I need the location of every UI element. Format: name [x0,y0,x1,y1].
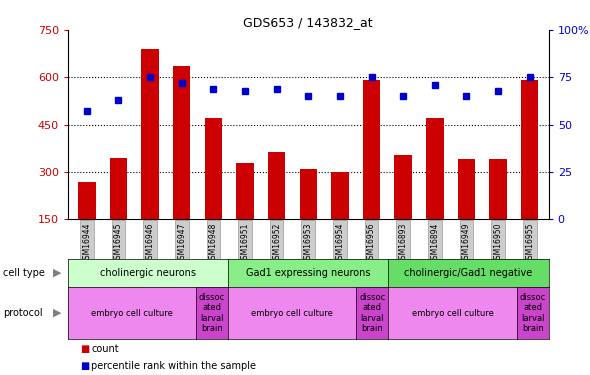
Text: dissoc
ated
larval
brain: dissoc ated larval brain [359,293,385,333]
Text: cholinergic/Gad1 negative: cholinergic/Gad1 negative [404,268,533,278]
Bar [268,152,286,219]
Bar [142,49,159,219]
Bar [363,81,380,219]
Bar [237,163,254,219]
Text: percentile rank within the sample: percentile rank within the sample [91,361,257,371]
Text: dissoc
ated
larval
brain: dissoc ated larval brain [199,293,225,333]
Bar [300,169,317,219]
Bar [331,172,349,219]
Text: ▶: ▶ [54,268,62,278]
Text: ■: ■ [80,361,89,371]
Title: GDS653 / 143832_at: GDS653 / 143832_at [244,16,373,29]
Bar [458,159,475,219]
Bar [205,118,222,219]
Text: protocol: protocol [3,308,42,318]
Bar [78,182,96,219]
Text: ■: ■ [80,344,89,354]
Bar [395,154,412,219]
Text: embryo cell culture: embryo cell culture [251,309,333,318]
Text: cholinergic neurons: cholinergic neurons [100,268,196,278]
Bar [173,66,191,219]
Text: dissoc
ated
larval
brain: dissoc ated larval brain [520,293,546,333]
Text: Gad1 expressing neurons: Gad1 expressing neurons [246,268,371,278]
Bar [426,118,444,219]
Text: cell type: cell type [3,268,45,278]
Text: embryo cell culture: embryo cell culture [412,309,493,318]
Bar [521,81,539,219]
Text: count: count [91,344,119,354]
Bar [489,159,507,219]
Text: embryo cell culture: embryo cell culture [91,309,173,318]
Text: ▶: ▶ [54,308,62,318]
Bar [110,158,127,219]
